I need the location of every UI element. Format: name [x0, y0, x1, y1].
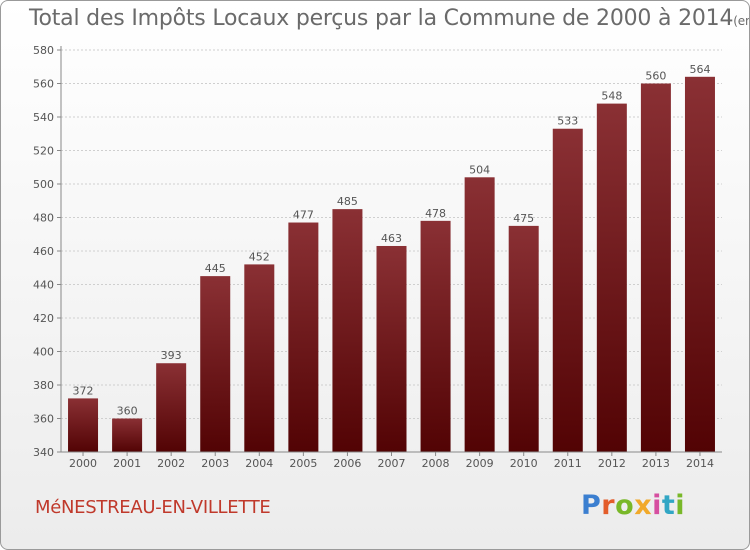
y-tick-label: 420 [33, 312, 54, 325]
x-tick-label: 2013 [642, 457, 670, 470]
bar-value-label: 533 [557, 115, 578, 128]
bar-value-label: 477 [293, 209, 314, 222]
y-tick-label: 480 [33, 212, 54, 225]
x-axis: 2000 2001 2002 2003 2004 2005 2006 2007 2008 2009… [61, 451, 722, 470]
x-tick-label: 2008 [422, 457, 450, 470]
bar-value-label: 548 [601, 90, 622, 103]
x-tick-label: 2004 [245, 457, 273, 470]
chart-title-text: Total des Impôts Locaux perçus par la Co… [29, 6, 734, 31]
x-tick-label: 2001 [113, 457, 141, 470]
bar [244, 264, 275, 452]
y-tick-label: 360 [33, 413, 54, 426]
y-tick-label: 340 [33, 446, 54, 459]
bar [420, 220, 451, 452]
logo-letter: t [661, 490, 676, 521]
bar [332, 209, 363, 452]
logo-letter: i [675, 490, 686, 521]
bar-value-label: 360 [117, 405, 138, 418]
x-tick-label: 2003 [201, 457, 229, 470]
bar-chart: 340360380400420440460480500520540560580 … [33, 44, 722, 470]
commune-name: MéNESTREAU-EN-VILLETTE [35, 497, 271, 518]
logo-letter: x [634, 490, 653, 521]
x-tick-label: 2005 [289, 457, 317, 470]
bar-value-label: 463 [381, 232, 402, 245]
bar [640, 83, 671, 452]
logo-letter: i [652, 490, 662, 521]
bar [156, 363, 187, 452]
bar [68, 398, 99, 452]
y-tick-label: 560 [33, 78, 54, 91]
bar-value-label: 372 [73, 384, 94, 397]
y-tick-label: 580 [33, 44, 54, 57]
x-tick-label: 2011 [554, 457, 582, 470]
bar [684, 76, 715, 453]
y-tick-label: 380 [33, 379, 54, 392]
bar [288, 222, 319, 452]
logo-letter: o [615, 490, 635, 521]
bar-value-label: 485 [337, 195, 358, 208]
bar [464, 177, 495, 453]
bar-value-label: 560 [645, 70, 666, 83]
bar-value-label: 452 [249, 250, 270, 263]
x-tick-label: 2000 [69, 457, 97, 470]
chart-title: Total des Impôts Locaux perçus par la Co… [29, 6, 749, 31]
bar [200, 276, 231, 452]
y-axis: 340 360 380 400 420 440 460 480 500 520 540 560 580 [33, 44, 62, 459]
bar [552, 128, 583, 452]
y-tick-label: 540 [33, 111, 54, 124]
x-tick-label: 2012 [598, 457, 626, 470]
bar-value-label: 393 [161, 349, 182, 362]
y-tick-label: 520 [33, 145, 54, 158]
logo-letter: r [601, 490, 616, 521]
y-tick-label: 400 [33, 346, 54, 359]
bar [508, 225, 539, 452]
y-tick-label: 500 [33, 178, 54, 191]
bar-value-label: 475 [513, 212, 534, 225]
bar [596, 103, 627, 452]
chart-title-unit: (en milliers d'€) [733, 14, 749, 28]
bar [376, 245, 407, 452]
bar [112, 418, 143, 452]
y-tick-label: 440 [33, 279, 54, 292]
proxiti-logo[interactable]: Proxiti [581, 490, 685, 521]
x-tick-label: 2014 [686, 457, 714, 470]
bar-value-label: 504 [469, 163, 490, 176]
x-tick-label: 2002 [157, 457, 185, 470]
x-tick-label: 2010 [510, 457, 538, 470]
y-tick-label: 460 [33, 245, 54, 258]
x-tick-label: 2009 [466, 457, 494, 470]
bar-value-label: 478 [425, 207, 446, 220]
bar-value-label: 445 [205, 262, 226, 275]
bars: 372 360 393 445 452 477 485 463 478 504 475 533 548 5… [68, 63, 715, 453]
logo-letter: P [581, 490, 602, 521]
x-tick-label: 2007 [378, 457, 406, 470]
x-tick-label: 2006 [333, 457, 361, 470]
bar-value-label: 564 [689, 63, 710, 76]
